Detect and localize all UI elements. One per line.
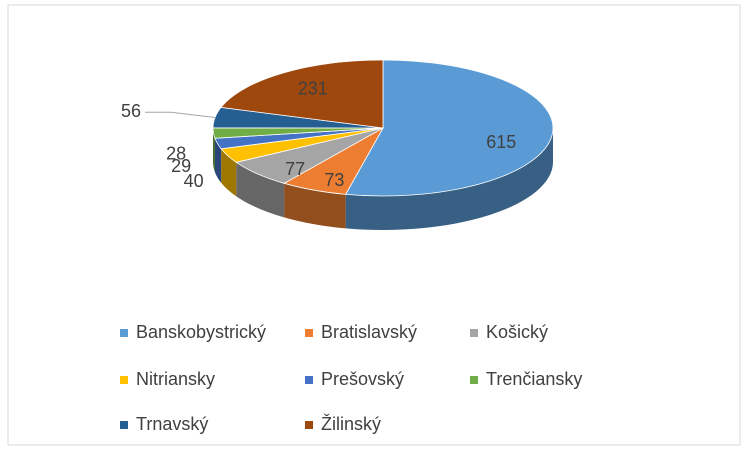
legend-swatch	[470, 329, 478, 337]
legend-swatch	[305, 421, 313, 429]
legend-swatch	[305, 376, 313, 384]
legend-swatch	[120, 421, 128, 429]
data-label: 40	[184, 171, 204, 191]
data-label: 231	[298, 78, 328, 98]
slice-side	[221, 148, 237, 197]
legend-label: Banskobystrický	[136, 322, 266, 342]
data-label: 29	[171, 156, 191, 176]
data-label: 73	[324, 170, 344, 190]
slice-side	[284, 183, 346, 229]
legend-label: Nitriansky	[136, 369, 215, 389]
slice-side	[213, 128, 215, 173]
legend-label: Trenčiansky	[486, 369, 582, 389]
slice-side	[345, 128, 553, 231]
data-label: 615	[486, 132, 516, 152]
data-label: 56	[121, 101, 141, 121]
slice-side	[236, 162, 285, 218]
legend-label: Prešovský	[321, 369, 404, 389]
data-label: 77	[285, 159, 305, 179]
legend-swatch	[120, 329, 128, 337]
legend-swatch	[470, 376, 478, 384]
slice	[220, 59, 384, 129]
data-label: 28	[166, 143, 186, 163]
leader-line	[145, 111, 216, 119]
legend-label: Trnavský	[136, 414, 208, 434]
legend-label: Žilinský	[321, 414, 381, 434]
slice	[345, 59, 554, 197]
slice-side	[214, 138, 222, 183]
legend-swatch	[305, 329, 313, 337]
legend-label: Košický	[486, 322, 548, 342]
legend-label: Bratislavský	[321, 322, 417, 342]
legend-swatch	[120, 376, 128, 384]
